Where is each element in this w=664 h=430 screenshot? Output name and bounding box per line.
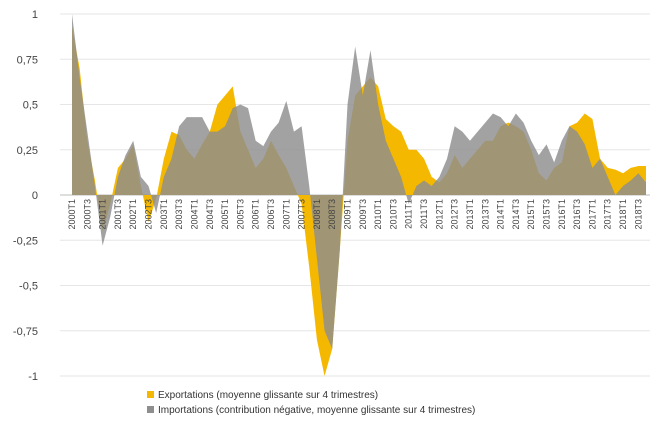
x-tick-label: 2002T1 xyxy=(128,199,138,230)
x-tick-label: 2018T3 xyxy=(633,199,643,230)
x-tick-label: 2013T1 xyxy=(465,199,475,230)
x-tick-label: 2012T1 xyxy=(434,199,444,230)
exports-area xyxy=(72,26,646,376)
x-tick-label: 2012T3 xyxy=(450,199,460,230)
x-tick-label: 2017T3 xyxy=(603,199,613,230)
x-tick-label: 2011T1 xyxy=(404,199,414,229)
x-tick-label: 2006T1 xyxy=(251,199,261,230)
x-tick-label: 2016T1 xyxy=(557,199,567,230)
y-tick-label: 0 xyxy=(32,190,38,202)
x-tick-label: 2005T1 xyxy=(220,199,230,230)
x-tick-label: 2004T1 xyxy=(189,199,199,230)
y-tick-label: 0,75 xyxy=(17,54,38,66)
x-tick-label: 2003T1 xyxy=(159,199,169,230)
x-tick-label: 2007T3 xyxy=(297,199,307,230)
x-tick-label: 2008T3 xyxy=(327,199,337,230)
x-tick-label: 2001T1 xyxy=(98,199,108,230)
legend-swatch-imports xyxy=(147,406,154,413)
x-tick-label: 2011T3 xyxy=(419,199,429,229)
y-tick-label: 0,25 xyxy=(17,145,38,157)
x-tick-label: 2016T3 xyxy=(572,199,582,230)
x-tick-label: 2015T1 xyxy=(526,199,536,230)
x-tick-label: 2010T3 xyxy=(388,199,398,230)
axes: -1 -0,75 -0,5 -0,25 0 0,25 0,5 0,75 1 2000T1 2000T… xyxy=(13,9,643,383)
x-tick-label: 2010T1 xyxy=(373,199,383,230)
x-tick-label: 2000T1 xyxy=(67,199,77,230)
legend-label-exports: Exportations (moyenne glissante sur 4 tr… xyxy=(158,390,378,401)
x-tick-label: 2014T3 xyxy=(511,199,521,230)
y-tick-label: 1 xyxy=(32,9,38,21)
y-tick-label: 0,5 xyxy=(23,100,38,112)
x-tick-label: 2003T3 xyxy=(174,199,184,230)
y-tick-label: -1 xyxy=(28,371,38,383)
x-tick-label: 2002T3 xyxy=(144,199,154,230)
x-tick-label: 2015T3 xyxy=(542,199,552,230)
x-tick-label: 2000T3 xyxy=(82,199,92,230)
legend: Exportations (moyenne glissante sur 4 tr… xyxy=(147,390,475,416)
x-tick-label: 2014T1 xyxy=(496,199,506,230)
x-tick-label: 2009T1 xyxy=(343,199,353,230)
series-areas xyxy=(72,14,646,376)
legend-swatch-exports xyxy=(147,391,154,398)
imports-area xyxy=(72,14,646,349)
x-tick-label: 2007T1 xyxy=(281,199,291,230)
x-tick-label: 2005T3 xyxy=(235,199,245,230)
x-tick-label: 2001T3 xyxy=(113,199,123,230)
x-tick-label: 2018T1 xyxy=(618,199,628,230)
legend-label-imports: Importations (contribution négative, moy… xyxy=(158,405,475,416)
y-tick-label: -0,25 xyxy=(13,235,38,247)
x-tick-label: 2017T1 xyxy=(587,199,597,230)
y-tick-label: -0,5 xyxy=(19,281,38,293)
x-tick-label: 2006T3 xyxy=(266,199,276,230)
x-tick-label: 2009T3 xyxy=(358,199,368,230)
y-tick-label: -0,75 xyxy=(13,326,38,338)
x-tick-label: 2013T3 xyxy=(480,199,490,230)
x-tick-label: 2008T1 xyxy=(312,199,322,230)
x-tick-label: 2004T3 xyxy=(205,199,215,230)
